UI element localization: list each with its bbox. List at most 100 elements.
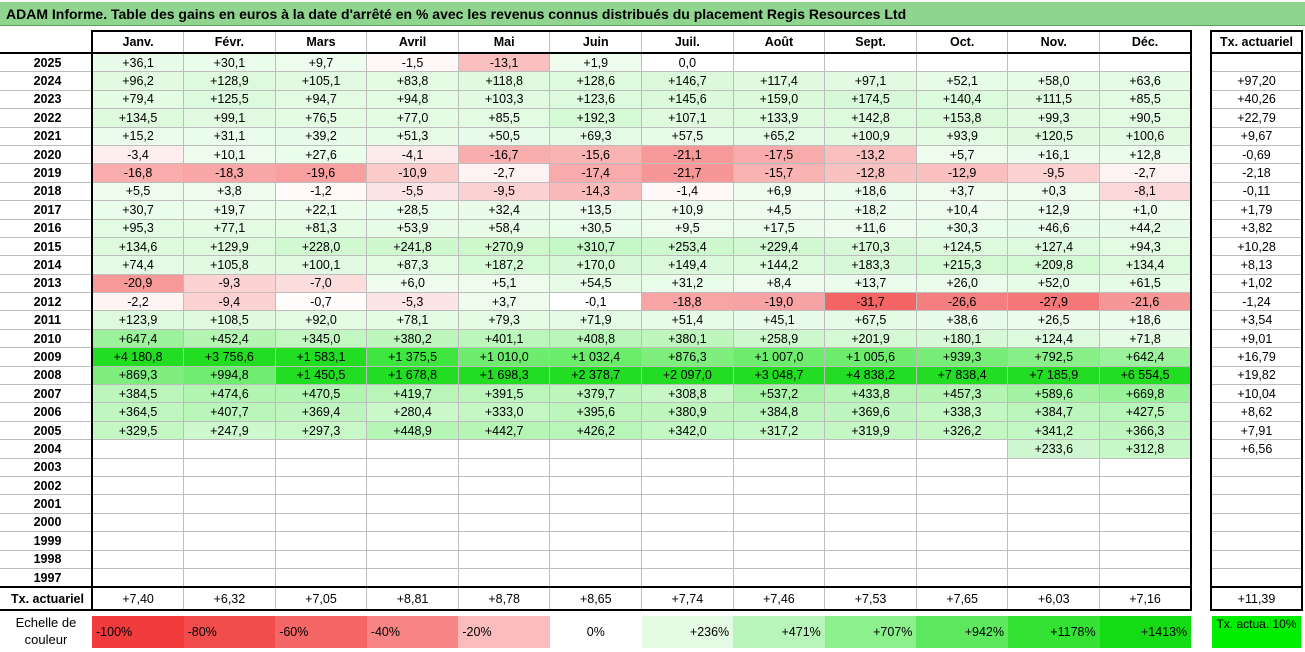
year-label: 2002 (0, 475, 93, 496)
gain-cell (1099, 475, 1193, 496)
table-row: 2020 -3,4 +10,1 +27,6 -4,1 -16,7 -15,6 -21,1 -17… (0, 144, 1193, 165)
actuarial-rate-cell (1210, 531, 1303, 551)
gain-cell: +308,8 (641, 384, 734, 404)
table-row: 2006 +364,5 +407,7 +369,4 +280,4 +333,0 +395,6… (0, 402, 1193, 422)
gain-cell: +1 678,8 (366, 365, 459, 386)
gain-cell (1007, 52, 1101, 73)
gain-cell (91, 494, 185, 514)
gain-cell: +134,4 (1099, 255, 1193, 275)
year-label: 2001 (0, 494, 93, 514)
gain-cell: +448,9 (366, 420, 459, 441)
gain-cell: -14,3 (549, 181, 643, 202)
month-header: Janv. (91, 30, 185, 54)
table-row: 2003 (0, 457, 1193, 477)
gain-cell (183, 494, 276, 514)
gain-cell: +253,4 (641, 236, 734, 257)
gain-cell: +228,0 (274, 236, 368, 257)
actuarial-rate-cell: +10,04 (1210, 384, 1303, 404)
color-scale-swatch: +1413% (1099, 616, 1192, 648)
gain-cell (732, 531, 826, 551)
gain-cell: +18,2 (824, 200, 917, 220)
gain-cell: +366,3 (1099, 420, 1193, 441)
gain-cell: -0,7 (274, 292, 368, 312)
gain-cell: +4 180,8 (91, 347, 185, 367)
gain-cell (732, 475, 826, 496)
gain-cell: +38,6 (915, 310, 1009, 330)
actuarial-rate-cell: -1,24 (1210, 292, 1303, 312)
gain-cell: +127,4 (1007, 236, 1101, 257)
gain-cell: +384,7 (1007, 402, 1101, 422)
gain-cell (641, 457, 734, 477)
gain-cell: -9,3 (183, 273, 276, 294)
gain-cell: +93,9 (915, 126, 1009, 146)
gain-cell (641, 512, 734, 533)
table-row: 2009 +4 180,8 +3 756,6 +1 583,1 +1 375,5 +1 0… (0, 347, 1193, 367)
gain-cell (549, 494, 643, 514)
gain-cell: +159,0 (732, 89, 826, 110)
footer-rate-cell: +6,32 (183, 586, 276, 612)
gain-cell (824, 457, 917, 477)
gain-cell: +26,5 (1007, 310, 1101, 330)
gain-cell: -19,0 (732, 292, 826, 312)
table-row: 2002 (0, 475, 1193, 496)
gain-cell (732, 457, 826, 477)
gain-cell: +317,2 (732, 420, 826, 441)
gain-cell (183, 531, 276, 551)
gain-cell (366, 512, 459, 533)
gain-cell: +187,2 (457, 255, 551, 275)
gain-cell: +79,4 (91, 89, 185, 110)
gain-cell (274, 512, 368, 533)
month-header-row: Janv. Févr. Mars Avril Mai Juin Juil. Août Sept.… (0, 30, 1193, 54)
table-row: 2005 +329,5 +247,9 +297,3 +448,9 +442,7 +426,2… (0, 420, 1193, 441)
gain-cell: +180,1 (915, 328, 1009, 349)
year-label: 2012 (0, 292, 93, 312)
gain-cell: +1 005,6 (824, 347, 917, 367)
gain-cell: +140,4 (915, 89, 1009, 110)
gain-cell (732, 549, 826, 569)
gain-cell: +642,4 (1099, 347, 1193, 367)
month-header: Déc. (1099, 30, 1193, 54)
gain-cell (549, 531, 643, 551)
gain-cell (1099, 549, 1193, 569)
gain-cell (457, 567, 551, 588)
gain-cell (274, 531, 368, 551)
corner-cell (0, 31, 93, 54)
month-header: Mars (274, 30, 368, 54)
gain-cell (641, 567, 734, 588)
gain-cell: +183,3 (824, 255, 917, 275)
actuarial-rate-cell: +1,02 (1210, 273, 1303, 294)
gain-cell: +51,3 (366, 126, 459, 146)
gain-cell: +16,1 (1007, 144, 1101, 165)
gain-cell: +380,2 (366, 328, 459, 349)
gain-cell: +51,4 (641, 310, 734, 330)
gain-cell: +433,8 (824, 384, 917, 404)
actuarial-rate-cell: +22,79 (1210, 108, 1303, 128)
footer-rate-cell: +8,65 (549, 586, 643, 612)
gain-cell: -17,4 (549, 163, 643, 183)
gain-cell (915, 52, 1009, 73)
gain-cell: +108,5 (183, 310, 276, 330)
gain-cell: +146,7 (641, 71, 734, 91)
gain-cell: +13,7 (824, 273, 917, 294)
gain-cell (91, 512, 185, 533)
actuarial-rate-cell: +10,28 (1210, 236, 1303, 257)
gain-cell (1099, 494, 1193, 514)
gain-cell: +384,8 (732, 402, 826, 422)
gain-cell: +67,5 (824, 310, 917, 330)
table-row: 2015 +134,6 +129,9 +228,0 +241,8 +270,9 +310,7… (0, 236, 1193, 257)
gain-cell: +3,8 (183, 181, 276, 202)
gain-cell: +384,5 (91, 384, 185, 404)
gain-cell: +470,5 (274, 384, 368, 404)
table-row: 2000 (0, 512, 1193, 533)
gain-cell: -2,2 (91, 292, 185, 312)
year-label: 2017 (0, 200, 93, 220)
table-row: 1997 (0, 567, 1193, 588)
gain-cell: +99,3 (1007, 108, 1101, 128)
gain-cell: +312,8 (1099, 439, 1193, 459)
gain-cell: +229,4 (732, 236, 826, 257)
gain-cell: +117,4 (732, 71, 826, 91)
color-scale-swatch: +707% (824, 616, 917, 648)
gain-cell: +145,6 (641, 89, 734, 110)
gain-cell: +395,6 (549, 402, 643, 422)
gain-cell: -15,6 (549, 144, 643, 165)
